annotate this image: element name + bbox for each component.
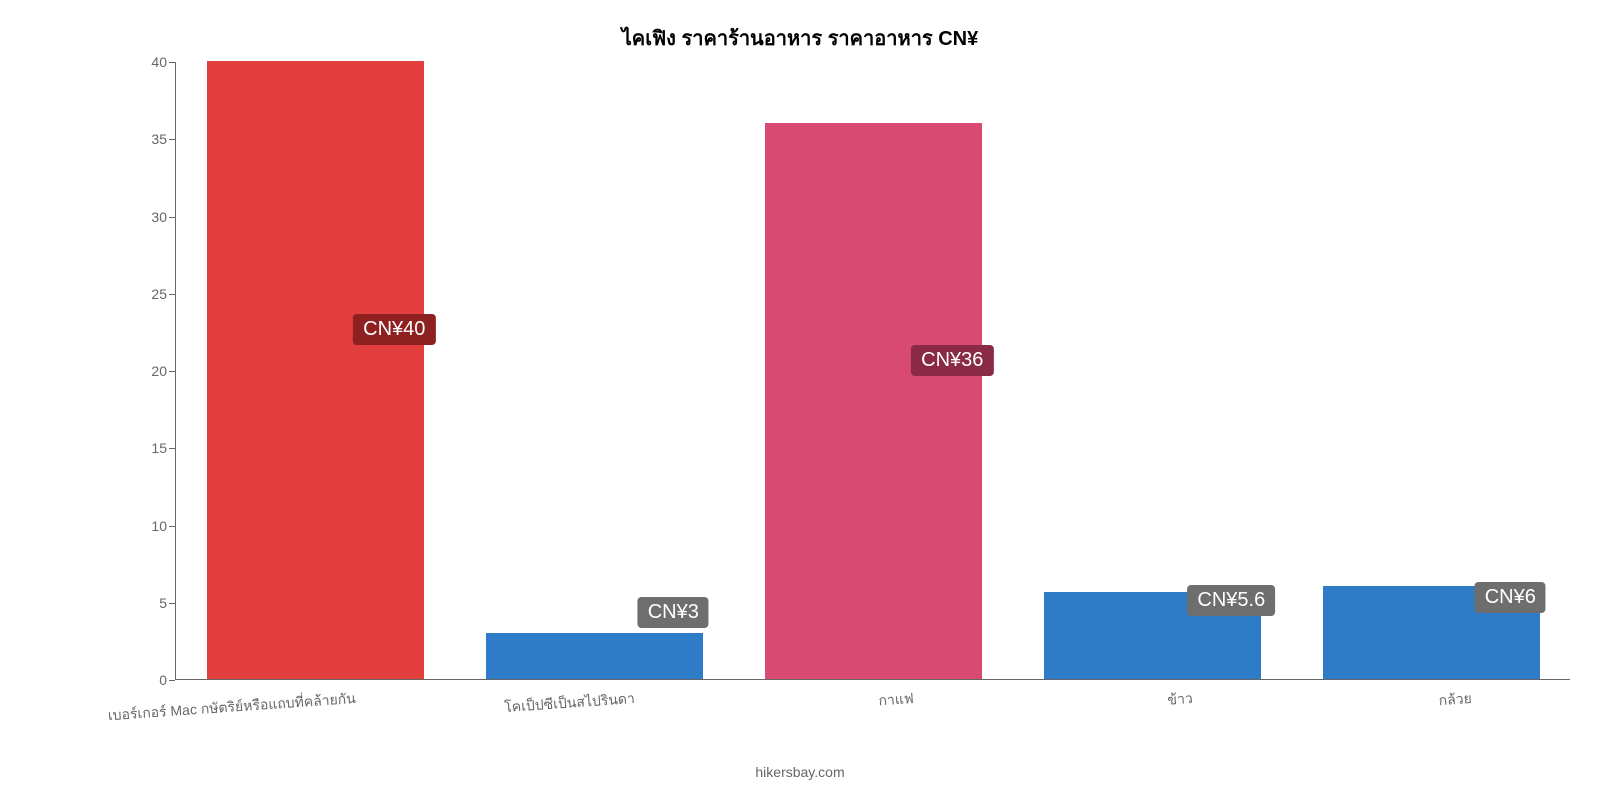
y-tick-label: 40 bbox=[151, 54, 167, 70]
y-tick-label: 30 bbox=[151, 209, 167, 225]
bar bbox=[486, 633, 704, 679]
y-axis: 0510152025303540 bbox=[115, 62, 175, 680]
y-tick-label: 10 bbox=[151, 518, 167, 534]
bar-value-badge: CN¥36 bbox=[911, 345, 993, 376]
y-tick-label: 20 bbox=[151, 363, 167, 379]
bar-value-badge: CN¥5.6 bbox=[1187, 585, 1275, 616]
bar-value-badge: CN¥3 bbox=[638, 597, 709, 628]
bar-value-badge: CN¥40 bbox=[353, 314, 435, 345]
chart-title: ไคเฟิง ราคาร้านอาหาร ราคาอาหาร CN¥ bbox=[0, 22, 1600, 54]
y-tick-label: 0 bbox=[159, 672, 167, 688]
y-tick-mark bbox=[169, 680, 175, 681]
y-tick-label: 15 bbox=[151, 440, 167, 456]
y-tick-label: 35 bbox=[151, 131, 167, 147]
plot-area: CN¥40 CN¥3 CN¥36 CN¥5.6 CN¥6 bbox=[175, 62, 1570, 680]
bar bbox=[765, 123, 983, 679]
bar-value-badge: CN¥6 bbox=[1475, 582, 1546, 613]
attribution-text: hikersbay.com bbox=[0, 764, 1600, 780]
bar bbox=[207, 61, 425, 679]
y-tick-label: 25 bbox=[151, 286, 167, 302]
y-tick-label: 5 bbox=[159, 595, 167, 611]
